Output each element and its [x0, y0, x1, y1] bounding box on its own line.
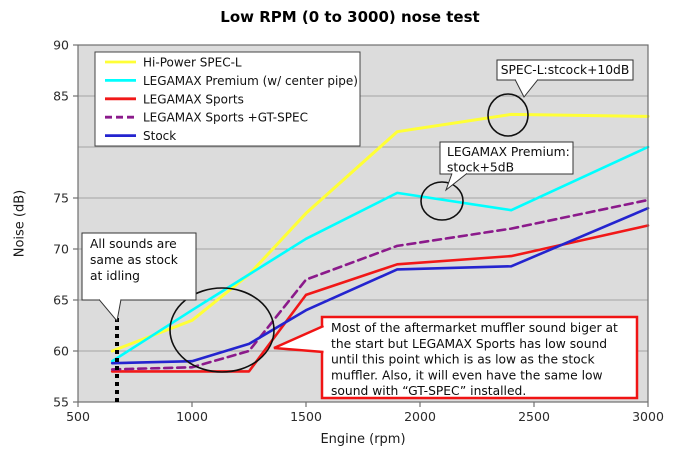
low-sound-point-circle [169, 287, 275, 373]
legend-box [94, 51, 361, 147]
series-line-legamax-sports [110, 224, 650, 373]
sports-note-pointer [273, 324, 325, 354]
y-tick-label-65: 65 [53, 293, 69, 308]
x-tick-label-1000: 1000 [176, 409, 208, 424]
spec-l-point-circle [487, 93, 529, 137]
premium-callout-box [439, 141, 574, 175]
series-line-legamax-sports-gt-spec [110, 198, 650, 371]
x-axis-title: Engine (rpm) [320, 432, 406, 447]
chart-title: Low RPM (0 to 3000) nose test [220, 8, 480, 26]
idle-note-pointer [98, 299, 122, 323]
series-line-hi-power-spec-l [110, 112, 650, 353]
legend-label-4: Stock [143, 129, 176, 143]
legend-label-3: LEGAMAX Sports +GT-SPEC [143, 111, 308, 125]
plot-border [77, 44, 649, 403]
y-tick-label-60: 60 [53, 344, 69, 359]
premium-point-circle [420, 181, 464, 221]
x-tick-label-3000: 3000 [632, 409, 664, 424]
y-axis-title: Noise (dB) [12, 189, 28, 258]
y-tick-label-70: 70 [53, 242, 69, 257]
spec-l-callout-box [496, 59, 634, 81]
y-tick-label-90: 90 [53, 38, 69, 53]
idle-note-box [81, 232, 197, 301]
premium-callout-pointer [444, 173, 468, 192]
premium-callout-text: LEGAMAX Premium: stock+5dB [447, 145, 570, 175]
legend-items: Hi-Power SPEC-L LEGAMAX Premium (w/ cente… [105, 56, 358, 143]
sports-note-box [320, 315, 639, 400]
spec-l-callout-text: SPEC-L:stcock+10dB [501, 63, 630, 77]
legend-label-0: Hi-Power SPEC-L [143, 56, 242, 70]
y-tick-label-75: 75 [53, 191, 69, 206]
sports-note-text: Most of the aftermarket muffler sound bi… [331, 321, 618, 398]
data-series-lines [110, 112, 650, 373]
y-tick-label-55: 55 [53, 395, 69, 410]
x-tick-label-2500: 2500 [518, 409, 550, 424]
legend-label-1: LEGAMAX Premium (w/ center pipe) [143, 74, 358, 88]
spec-l-callout-pointer [514, 79, 539, 98]
x-tick-label-2000: 2000 [404, 409, 436, 424]
legend-label-2: LEGAMAX Sports [143, 92, 244, 106]
y-tick-label-85: 85 [53, 89, 69, 104]
x-tick-label-500: 500 [66, 409, 90, 424]
x-tick-label-1500: 1500 [290, 409, 322, 424]
series-line-legamax-premium-w-center-pipe- [110, 145, 650, 363]
idle-note-text: All sounds are same as stock at idling [90, 237, 179, 283]
series-line-stock [110, 206, 650, 365]
